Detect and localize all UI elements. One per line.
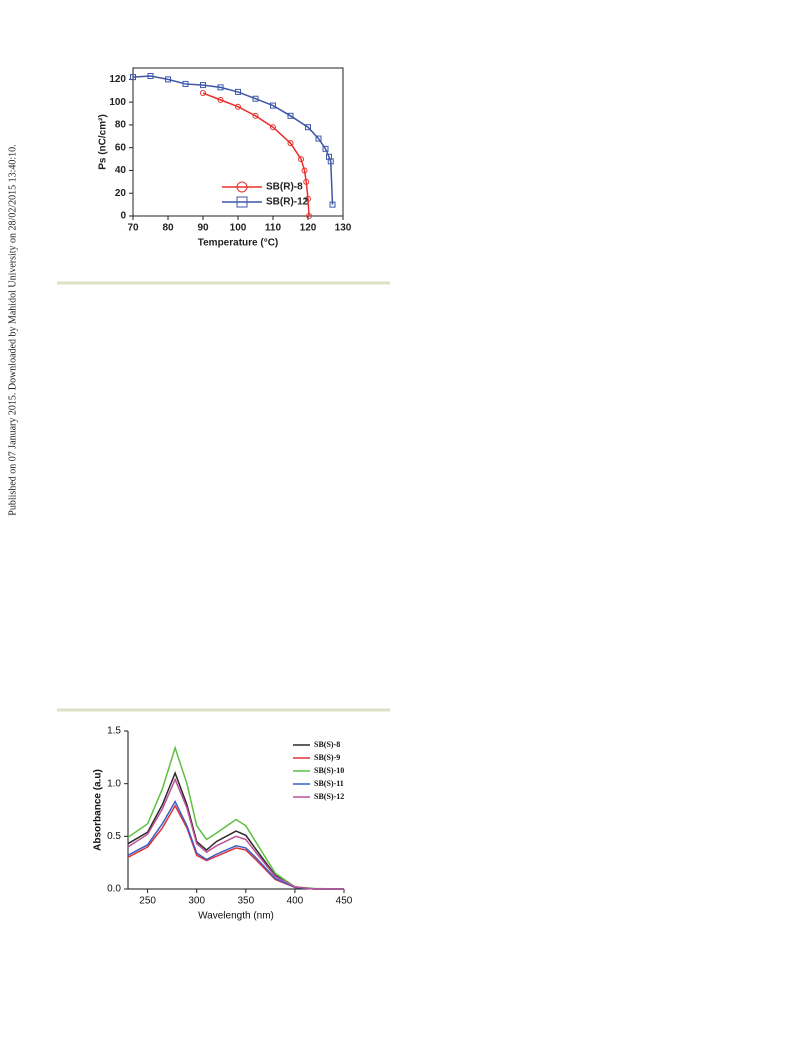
marker (130, 74, 136, 81)
marker (252, 95, 259, 102)
marker (287, 112, 294, 119)
legend-marker (236, 196, 248, 208)
series-line (127, 804, 344, 890)
y-tick-label: 100 (109, 97, 126, 108)
marker (200, 90, 206, 97)
legend-label: SB(S)-9 (314, 753, 340, 762)
marker (165, 76, 171, 83)
y-tick-label: 0.5 (107, 831, 121, 842)
marker (182, 80, 189, 87)
marker (301, 167, 308, 174)
series-line (132, 75, 334, 205)
marker (235, 103, 241, 110)
marker (306, 213, 313, 219)
marker (303, 178, 310, 185)
series-line (127, 745, 345, 890)
y-tick-label: 1.5 (107, 726, 121, 737)
marker (315, 135, 322, 142)
y-tick-label: 0 (120, 211, 126, 222)
x-tick-label: 120 (300, 223, 317, 234)
x-tick-label: 110 (265, 223, 282, 234)
x-tick-label: 130 (335, 223, 352, 234)
y-tick-label: 60 (115, 142, 127, 153)
chart-1: 70 80 90 100 110 120 130 0 20 40 60 80 100 120 Tempera… (98, 67, 352, 249)
y-tick-label: 80 (115, 120, 127, 131)
marker (217, 96, 224, 103)
marker (305, 195, 311, 202)
y-axis-label: Ps (nC/cm²) (98, 114, 109, 170)
marker (287, 140, 294, 147)
series-line (127, 799, 344, 890)
y-tick-label: 120 (109, 74, 126, 85)
marker (147, 72, 154, 79)
legend-label: SB(R)-8 (266, 182, 303, 193)
chart-2: 250 300 350 400 450 0.0 0.5 1.0 1.5 Wavelength (n… (93, 726, 353, 922)
x-tick-label: 80 (162, 223, 174, 234)
x-tick-label: 250 (139, 896, 156, 907)
marker (327, 158, 334, 165)
legend-label: SB(S)-12 (314, 792, 344, 801)
series-line (127, 777, 344, 890)
side-note: Published on 07 January 2015. Downloaded… (7, 144, 18, 515)
x-axis-label: Wavelength (nm) (198, 911, 274, 922)
series-line (202, 92, 310, 217)
legend-label: SB(R)-12 (266, 197, 309, 208)
y-tick-label: 20 (115, 188, 127, 199)
x-tick-label: 350 (237, 896, 254, 907)
marker (270, 102, 276, 109)
legend-marker (236, 181, 248, 193)
marker (217, 84, 224, 91)
y-tick-label: 0.0 (107, 884, 121, 895)
legend-label: SB(S)-11 (314, 779, 344, 788)
legend-label: SB(S)-8 (314, 740, 340, 749)
y-tick-label: 1.0 (107, 778, 121, 789)
x-tick-label: 70 (127, 223, 139, 234)
x-tick-label: 300 (188, 896, 205, 907)
marker (252, 112, 259, 119)
y-tick-label: 40 (115, 165, 127, 176)
marker (270, 124, 276, 131)
marker (298, 156, 304, 163)
x-tick-label: 450 (336, 896, 353, 907)
legend-label: SB(S)-10 (314, 766, 344, 775)
y-axis-label: Absorbance (a.u) (93, 769, 104, 851)
x-axis-label: Temperature (°C) (198, 238, 279, 249)
marker (329, 201, 336, 208)
marker (200, 82, 206, 89)
x-tick-label: 100 (230, 223, 247, 234)
x-tick-label: 400 (287, 896, 304, 907)
x-tick-label: 90 (197, 223, 209, 234)
plot-frame (132, 67, 344, 217)
marker (235, 88, 241, 95)
marker (305, 124, 311, 131)
marker (322, 145, 329, 152)
